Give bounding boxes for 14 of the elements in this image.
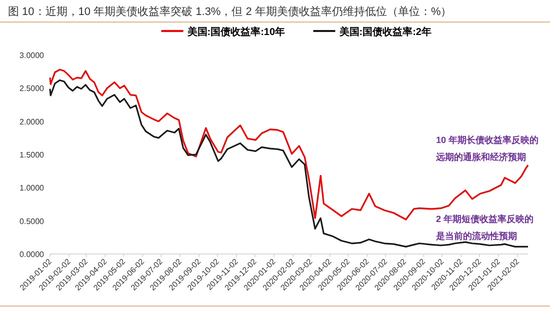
y-tick-label: 0.0000: [20, 250, 45, 259]
annotation: 2 年期短债收益率反映的: [436, 214, 534, 224]
annotation: 远期的通胀和经济预期: [436, 152, 526, 162]
annotation: 是当前的流动性预期: [436, 231, 517, 241]
legend-label: 美国:国债收益率:10年: [186, 26, 286, 38]
y-tick-label: 1.0000: [20, 184, 45, 193]
y-tick-label: 3.0000: [20, 51, 45, 60]
annotation: 10 年期长债收益率反映的: [436, 135, 539, 145]
y-tick-label: 2.5000: [20, 84, 45, 94]
chart-title: 图 10：近期，10 年期美债收益率突破 1.3%，但 2 年期美债收益率仍维持低位（单位：%）: [8, 5, 452, 18]
y-tick-label: 0.5000: [20, 216, 45, 226]
y-tick-label: 1.5000: [20, 150, 45, 160]
y-tick-label: 2.0000: [20, 117, 45, 126]
legend-label: 美国:国债收益率:2年: [338, 26, 432, 38]
